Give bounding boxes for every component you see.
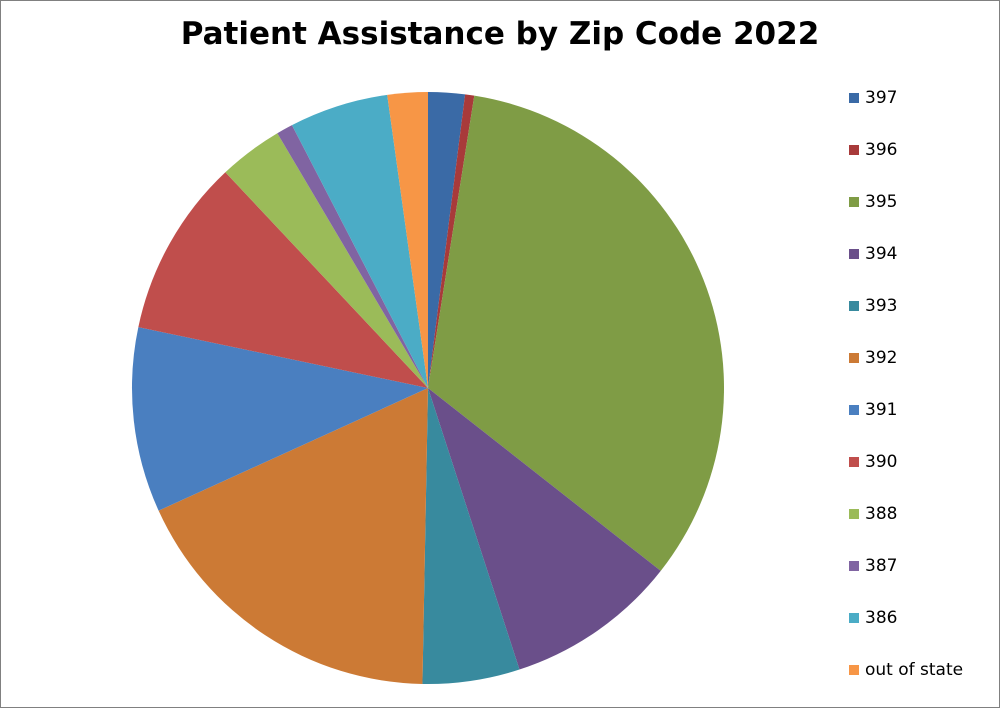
- pie-slice: [387, 92, 428, 388]
- legend-label: out of state: [865, 660, 963, 680]
- legend-swatch: [849, 665, 859, 675]
- pie-slice: [428, 94, 475, 388]
- legend-label: 395: [865, 192, 897, 212]
- legend-swatch: [849, 457, 859, 467]
- pie-slice: [428, 388, 661, 670]
- legend-label: 390: [865, 452, 897, 472]
- pie-slice: [428, 92, 466, 388]
- legend-label: 393: [865, 296, 897, 316]
- legend-swatch: [849, 613, 859, 623]
- legend-swatch: [849, 249, 859, 259]
- legend-swatch: [849, 509, 859, 519]
- legend-label: 387: [865, 556, 897, 576]
- pie-slice: [138, 172, 428, 388]
- legend-swatch: [849, 353, 859, 363]
- pie-slice: [428, 95, 724, 571]
- legend-swatch: [849, 145, 859, 155]
- legend-label: 388: [865, 504, 897, 524]
- pie-slice: [277, 125, 428, 389]
- legend-label: 397: [865, 88, 897, 108]
- legend-label: 394: [865, 244, 897, 264]
- legend-label: 396: [865, 140, 897, 160]
- pie-slice: [291, 94, 428, 388]
- legend-swatch: [849, 197, 859, 207]
- legend-swatch: [849, 405, 859, 415]
- legend-swatch: [849, 301, 859, 311]
- pie-slice: [225, 133, 428, 388]
- legend-label: 391: [865, 400, 897, 420]
- legend-swatch: [849, 93, 859, 103]
- pie-slice: [158, 388, 428, 684]
- pie-slice: [131, 327, 428, 511]
- legend-swatch: [849, 561, 859, 571]
- chart-title: Patient Assistance by Zip Code 2022: [181, 16, 820, 52]
- legend-label: 392: [865, 348, 897, 368]
- pie-slice: [422, 388, 520, 684]
- legend-label: 386: [865, 608, 897, 628]
